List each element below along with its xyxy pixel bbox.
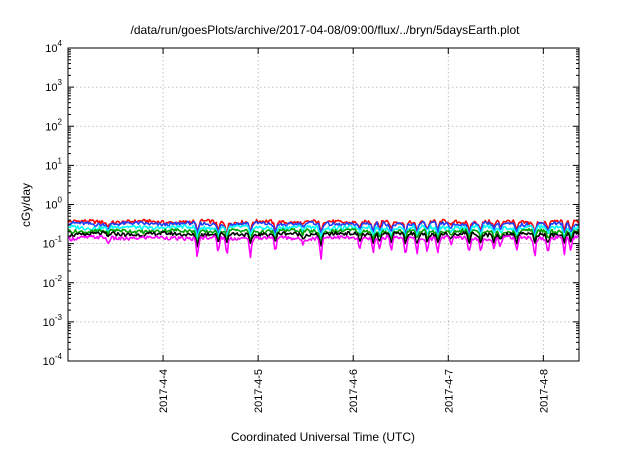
y-tick-label: 10-1 — [43, 235, 63, 251]
y-tick-label: 103 — [45, 78, 62, 94]
y-axis-ticks: 10-4 10-3 10-2 10-1 100 101 102 103 104 — [43, 39, 579, 368]
y-tick-label: 100 — [45, 196, 62, 212]
x-tick-label: 2017-4-7 — [443, 369, 455, 413]
x-axis-ticks: 2017-4-4 2017-4-5 2017-4-6 2017-4-7 2017-4-8 — [158, 48, 550, 413]
y-axis-label: cGy/day — [19, 183, 33, 227]
chart-title: /data/run/goesPlots/archive/2017-04-08/0… — [131, 23, 521, 37]
y-tick-label: 10-4 — [43, 352, 63, 368]
x-tick-label: 2017-4-5 — [253, 369, 265, 413]
y-tick-label: 10-3 — [43, 313, 63, 329]
y-tick-label: 101 — [45, 156, 62, 172]
y-tick-label: 10-2 — [43, 274, 63, 290]
x-tick-label: 2017-4-8 — [538, 369, 550, 413]
series-line — [67, 234, 580, 260]
series-lines — [67, 218, 580, 260]
x-tick-label: 2017-4-6 — [348, 369, 360, 413]
y-tick-label: 104 — [45, 39, 62, 55]
grid-lines — [68, 48, 579, 361]
y-tick-label: 102 — [45, 117, 62, 133]
x-axis-label: Coordinated Universal Time (UTC) — [231, 430, 415, 444]
series-line — [67, 230, 580, 248]
x-tick-label: 2017-4-4 — [158, 369, 170, 413]
